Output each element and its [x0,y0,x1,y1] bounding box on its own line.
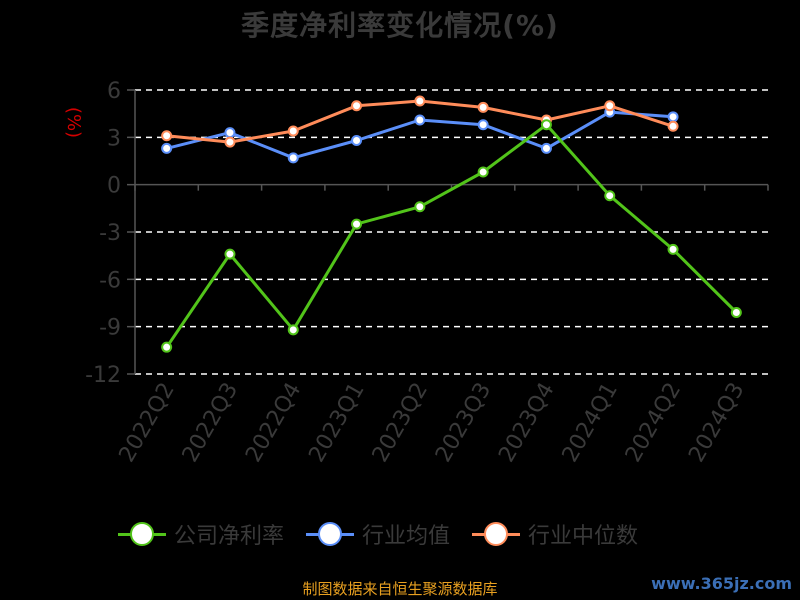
y-tick-label: 3 [107,126,121,151]
legend-item-industry-mean[interactable]: 行业均值 [306,518,450,550]
data-point [667,111,679,123]
y-tick-label: 6 [107,79,121,104]
y-tick-label: -3 [99,221,121,246]
legend-item-industry-median[interactable]: 行业中位数 [472,518,638,550]
data-point [161,130,173,142]
series-line-0 [165,123,738,349]
series-lines [161,95,742,353]
y-tick-labels: 6 3 0 -3 -6 -9 -12 [85,79,121,388]
data-point [604,190,616,202]
legend-label-industry-mean: 行业均值 [362,524,451,549]
x-tick-label: 2024Q3 [684,379,749,467]
data-point [477,119,489,131]
data-point [224,136,236,148]
x-tick-label: 2023Q4 [494,379,559,467]
data-point [477,101,489,113]
data-point [540,119,552,131]
x-tick-label: 2024Q2 [621,379,686,467]
legend: 公司净利率 行业均值 行业中位数 [118,518,660,550]
x-tick-label: 2023Q2 [368,378,433,466]
legend-swatch-industry-median [472,522,521,546]
data-point [667,243,679,255]
data-point [540,142,552,154]
axes [127,89,769,375]
legend-item-company[interactable]: 公司净利率 [118,518,284,550]
y-tick-label: 0 [107,174,121,199]
data-source-note: 制图数据来自恒生聚源数据库 [302,580,498,598]
data-point [351,134,363,146]
y-tick-label: -9 [99,316,121,341]
x-tick-label: 2022Q3 [178,379,243,467]
watermark: www.365jz.com [651,574,792,593]
legend-label-industry-median: 行业中位数 [528,524,639,549]
data-point [730,306,742,318]
data-point [161,142,173,154]
x-tick-label: 2023Q3 [431,379,496,467]
data-point [414,114,426,126]
data-point [604,100,616,112]
y-tick-label: -12 [85,363,121,388]
data-point [287,324,299,336]
data-point [477,166,489,178]
legend-swatch-industry-mean [306,522,355,546]
data-point [414,201,426,213]
data-point [287,125,299,137]
x-tick-label: 2024Q1 [558,379,623,467]
data-point [351,100,363,112]
x-tick-labels: 2022Q22022Q32022Q42023Q12023Q22023Q32023… [115,378,750,466]
legend-label-company: 公司净利率 [174,524,285,549]
legend-swatch-company [118,522,166,546]
x-tick-label: 2022Q4 [241,379,306,467]
data-point [161,341,173,353]
data-point [667,120,679,132]
data-point [351,218,363,230]
x-tick-label: 2022Q2 [115,379,180,467]
data-point [224,248,236,260]
y-tick-label: -6 [99,268,121,293]
x-tick-label: 2023Q1 [304,379,369,467]
data-point [414,95,426,107]
chart-title: 季度净利率变化情况(%) [241,9,559,42]
data-point [224,127,236,139]
data-point [287,152,299,164]
